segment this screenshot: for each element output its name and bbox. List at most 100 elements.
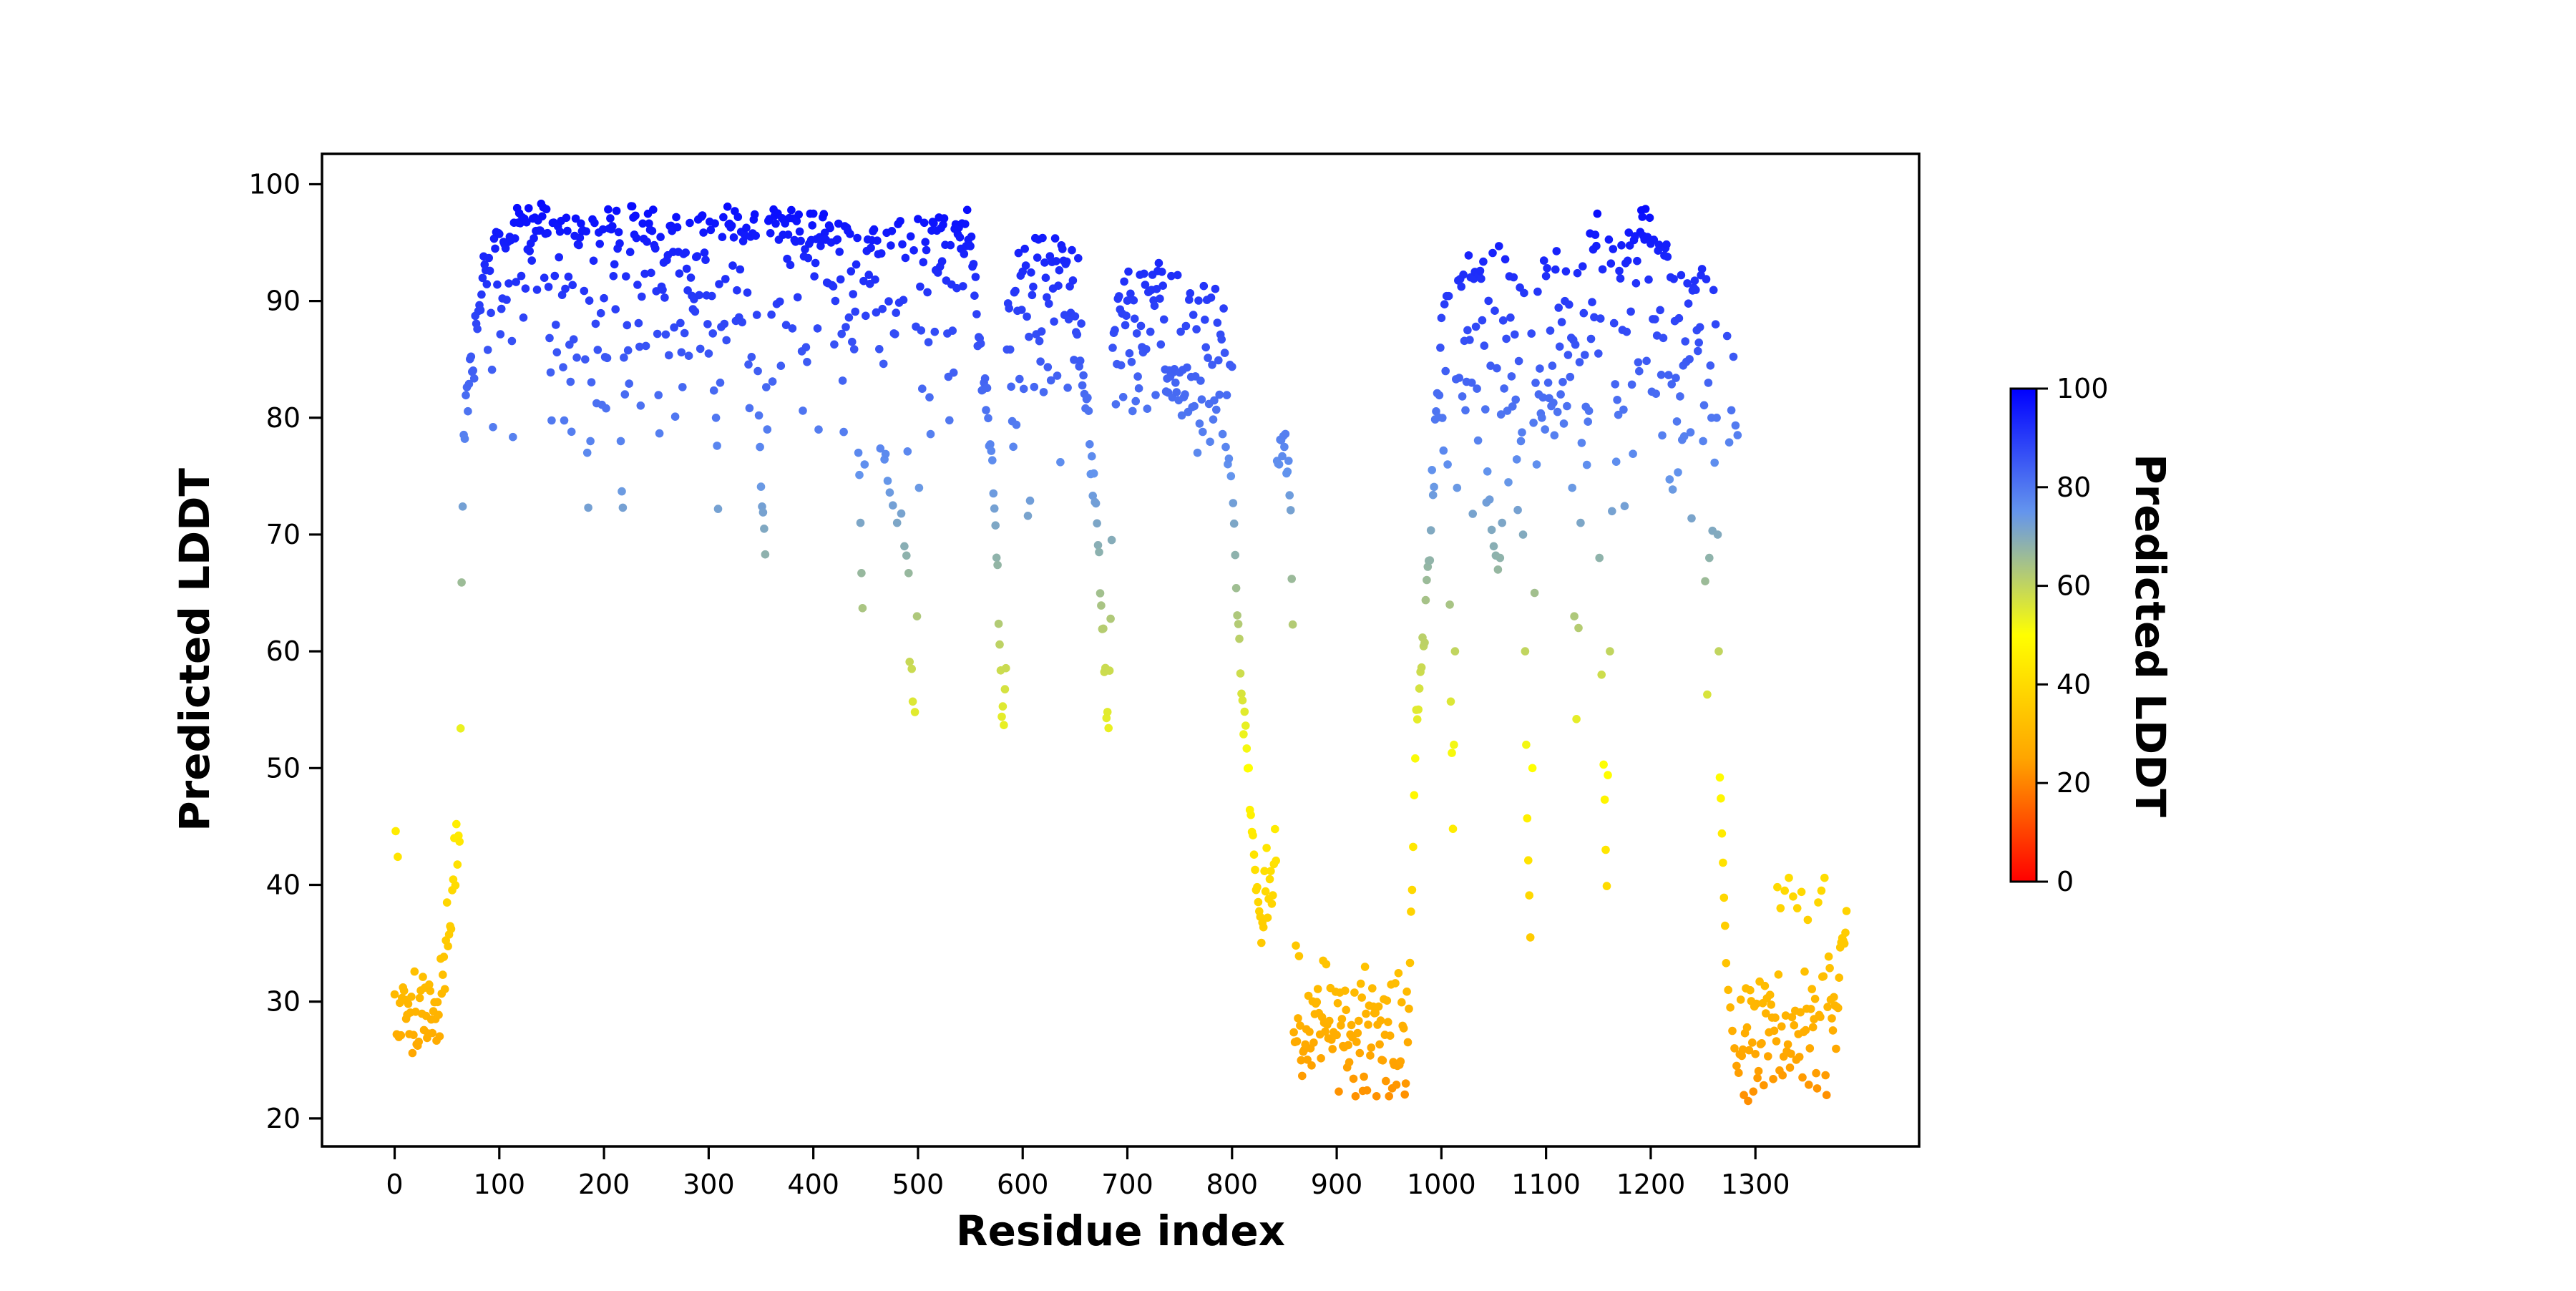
data-point (1528, 764, 1537, 773)
data-point (1156, 340, 1166, 349)
data-point (415, 993, 424, 1003)
data-point (1054, 281, 1063, 291)
data-point (1106, 614, 1115, 623)
data-point (1624, 228, 1633, 237)
data-point (811, 258, 820, 268)
data-point (585, 296, 594, 305)
data-point (1514, 356, 1523, 366)
data-point (787, 205, 796, 215)
data-point (1355, 1048, 1365, 1058)
data-point (1413, 715, 1422, 724)
data-point (1498, 316, 1508, 325)
data-point (590, 218, 599, 228)
data-point (856, 518, 865, 527)
data-point (838, 376, 847, 385)
data-point (1260, 867, 1269, 875)
data-point (1075, 356, 1085, 365)
data-point (969, 260, 978, 268)
data-point (1274, 460, 1284, 469)
data-point (616, 437, 625, 446)
data-point (1457, 282, 1465, 291)
data-point (1672, 417, 1682, 426)
data-point (1405, 1004, 1413, 1013)
data-point (1652, 331, 1662, 340)
data-point (881, 449, 890, 459)
data-point (733, 213, 743, 222)
data-point (1496, 410, 1506, 419)
data-point (502, 296, 511, 304)
data-point (1344, 1041, 1352, 1050)
data-point (532, 286, 542, 294)
data-point (1699, 437, 1707, 446)
data-point (1699, 401, 1709, 410)
data-point (899, 296, 908, 305)
data-point (1292, 941, 1300, 950)
data-point (681, 248, 690, 257)
data-point (744, 360, 753, 369)
data-point (885, 488, 894, 497)
data-point (1356, 979, 1365, 988)
data-point (1053, 371, 1062, 380)
data-point (1584, 417, 1592, 426)
data-point (1093, 541, 1103, 550)
data-point (1548, 361, 1557, 370)
data-point (457, 578, 466, 587)
data-point (1307, 1061, 1316, 1070)
data-point (1360, 963, 1370, 971)
data-point (873, 236, 882, 245)
data-point (716, 379, 725, 387)
data-point (1516, 437, 1526, 446)
data-point (1527, 329, 1536, 338)
data-point (892, 518, 902, 527)
data-point (485, 266, 494, 276)
data-point (1018, 306, 1026, 314)
data-point (1719, 858, 1727, 867)
data-point (1493, 565, 1503, 574)
data-point (1244, 764, 1253, 772)
data-point (945, 416, 954, 425)
data-point (1043, 363, 1053, 371)
data-point (572, 353, 581, 362)
data-point (1000, 685, 1010, 693)
data-point (1575, 358, 1584, 366)
data-point (1565, 300, 1574, 309)
data-point (635, 342, 644, 351)
data-point (930, 327, 940, 336)
data-point (1443, 460, 1452, 469)
data-point (1551, 265, 1560, 274)
data-point (771, 219, 780, 228)
data-point (540, 273, 549, 283)
data-point (1236, 669, 1245, 678)
data-point (1813, 1084, 1822, 1093)
data-point (1677, 271, 1686, 280)
data-point (582, 227, 590, 236)
data-point (799, 406, 807, 415)
data-point (1199, 427, 1207, 437)
data-point (1333, 999, 1342, 1008)
data-point (1257, 938, 1266, 947)
data-point (545, 333, 554, 343)
data-point (1664, 371, 1673, 379)
data-point (584, 503, 592, 512)
data-point (912, 612, 922, 620)
data-point (1730, 1044, 1739, 1053)
data-point (1296, 1021, 1304, 1030)
data-point (1312, 998, 1322, 1006)
data-point (1614, 410, 1623, 419)
data-point (1563, 351, 1573, 359)
data-point (1783, 1040, 1792, 1049)
data-point (1201, 316, 1209, 324)
data-point (1500, 384, 1508, 393)
data-point (1036, 357, 1045, 366)
data-point (1214, 356, 1223, 365)
data-point (680, 328, 689, 338)
data-point (940, 214, 949, 223)
data-point (1011, 286, 1020, 296)
data-point (628, 202, 637, 211)
data-point (1600, 795, 1609, 804)
data-point (1038, 233, 1047, 243)
data-point (1297, 1056, 1306, 1065)
data-point (1602, 882, 1611, 890)
data-point (1728, 1026, 1737, 1036)
data-point (1496, 553, 1505, 562)
